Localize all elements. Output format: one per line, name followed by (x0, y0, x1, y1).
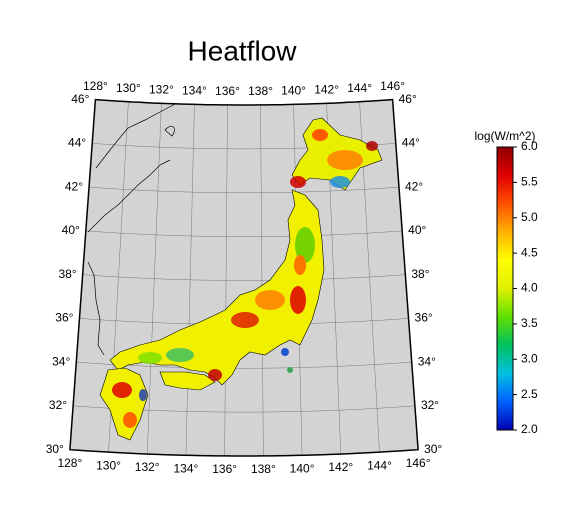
colorbar (496, 146, 514, 431)
land-shikoku (159, 371, 216, 391)
colorbar-tick-label: 4.5 (521, 245, 538, 259)
lat-label-left: 46° (71, 92, 89, 106)
lon-label-bottom: 142° (328, 460, 353, 474)
map-frame (69, 98, 419, 457)
meridian (260, 104, 264, 456)
lat-label-left: 36° (55, 311, 73, 325)
lat-label-right: 46° (399, 92, 417, 106)
lon-label-bottom: 140° (290, 461, 315, 475)
lon-label-top: 144° (347, 81, 372, 95)
map-title: Heatflow (188, 35, 298, 66)
lon-label-top: 136° (215, 84, 240, 98)
land-honshu (109, 189, 325, 386)
lat-label-right: 40° (408, 223, 426, 237)
lon-label-bottom: 128° (57, 456, 82, 470)
lat-label-right: 32° (421, 398, 439, 412)
parallel (85, 230, 403, 237)
lon-label-top: 146° (380, 79, 405, 93)
heat-blobs (112, 129, 378, 428)
lon-label-bottom: 132° (135, 460, 160, 474)
meridian (224, 104, 228, 456)
lon-label-bottom: 146° (406, 456, 431, 470)
colorbar-tick-label: 3.5 (521, 316, 538, 330)
lon-label-top: 138° (248, 84, 273, 98)
lon-label-bottom: 130° (96, 458, 121, 472)
lat-label-left: 32° (49, 398, 67, 412)
lat-label-right: 34° (418, 354, 436, 368)
coastline (87, 159, 171, 233)
lat-label-right: 38° (411, 267, 429, 281)
colorbar-label: log(W/m^2) (475, 129, 536, 143)
colorbar-tick-label: 2.5 (521, 387, 538, 401)
lon-label-bottom: 136° (212, 462, 237, 476)
meridian (185, 104, 195, 456)
coastline (87, 261, 105, 356)
parallel (89, 186, 399, 194)
coastline (95, 103, 176, 169)
colorbar-tick-label: 2.0 (521, 422, 538, 436)
lon-label-top: 130° (116, 81, 141, 95)
lat-label-right: 42° (405, 179, 423, 193)
map-background (69, 99, 419, 456)
lat-label-right: 44° (402, 136, 420, 150)
lon-label-top: 140° (281, 84, 306, 98)
lon-label-top: 142° (314, 83, 339, 97)
colorbar-tick-label: 3.0 (521, 351, 538, 365)
colorbar-tick-label: 5.0 (521, 210, 538, 224)
lat-label-left: 42° (65, 179, 83, 193)
lat-label-right: 36° (415, 311, 433, 325)
lon-label-bottom: 138° (251, 462, 276, 476)
lat-label-left: 44° (68, 136, 86, 150)
colorbar-tick-label: 6.0 (521, 139, 538, 153)
lon-label-top: 134° (182, 84, 207, 98)
lat-label-right: 30° (424, 442, 442, 456)
lat-label-left: 34° (52, 354, 70, 368)
heatflow-raster (87, 103, 383, 441)
lon-label-bottom: 134° (173, 461, 198, 475)
lat-label-left: 30° (46, 442, 64, 456)
parallel (82, 274, 406, 281)
lon-label-top: 128° (83, 79, 108, 93)
coastline (164, 125, 175, 137)
colorbar-tick-label: 4.0 (521, 281, 538, 295)
colorbar-tick-label: 5.5 (521, 175, 538, 189)
lon-label-bottom: 144° (367, 458, 392, 472)
parallel (76, 361, 412, 369)
lat-label-left: 40° (62, 223, 80, 237)
lat-label-left: 38° (58, 267, 76, 281)
meridian (146, 103, 162, 455)
lon-label-top: 132° (149, 83, 174, 97)
